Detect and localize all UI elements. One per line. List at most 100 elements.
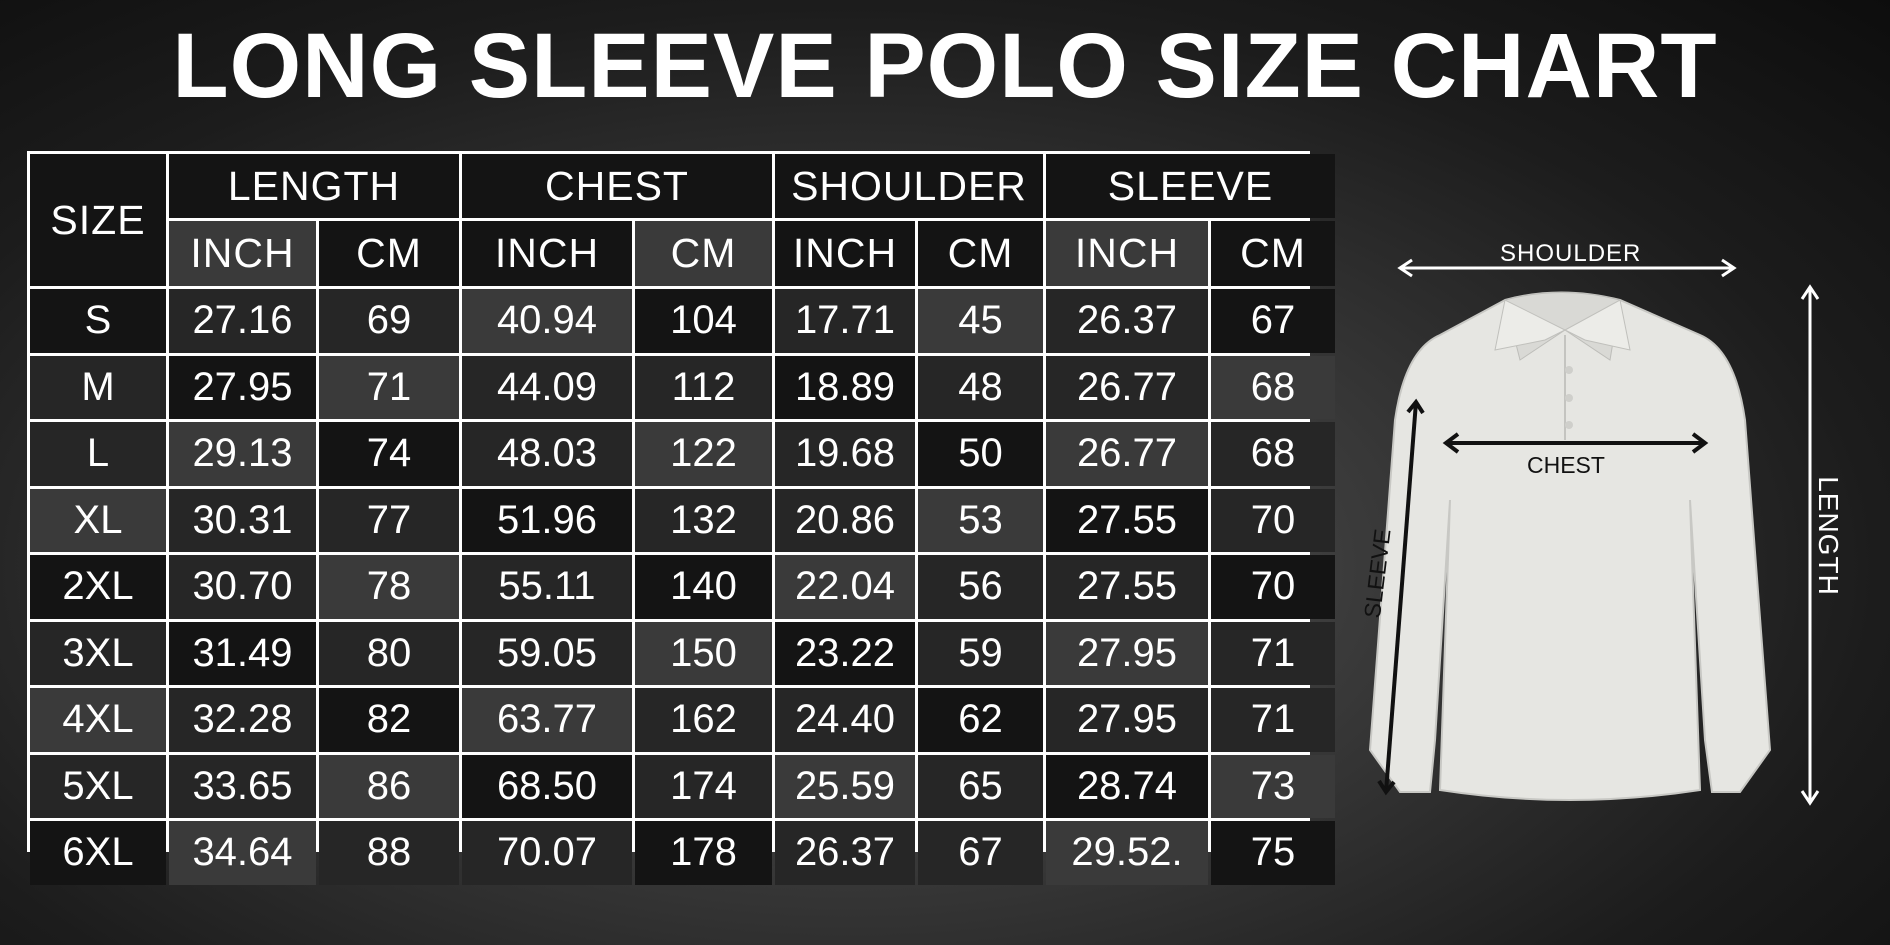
unit-header-inch: INCH bbox=[169, 221, 316, 286]
unit-header-cm: CM bbox=[918, 221, 1043, 286]
table-cell: 122 bbox=[635, 422, 772, 486]
table-cell: 178 bbox=[635, 821, 772, 885]
table-cell: 59 bbox=[918, 621, 1043, 685]
table-cell: 162 bbox=[635, 688, 772, 752]
table-cell: 18.89 bbox=[775, 355, 915, 419]
table-cell: 40.94 bbox=[462, 289, 632, 353]
unit-header-inch: INCH bbox=[462, 221, 632, 286]
table-cell: 26.37 bbox=[775, 821, 915, 885]
table-cell: 104 bbox=[635, 289, 772, 353]
table-cell: 68 bbox=[1211, 355, 1335, 419]
page-title: LONG SLEEVE POLO SIZE CHART bbox=[172, 15, 1718, 117]
table-cell: 27.95 bbox=[169, 355, 316, 419]
table-cell: 29.13 bbox=[169, 422, 316, 486]
table-cell: 17.71 bbox=[775, 289, 915, 353]
table-cell: 55.11 bbox=[462, 555, 632, 619]
chest-label: CHEST bbox=[1527, 452, 1605, 478]
table-cell: 132 bbox=[635, 488, 772, 552]
table-cell: 70.07 bbox=[462, 821, 632, 885]
table-cell: 67 bbox=[1211, 289, 1335, 353]
table-cell: 86 bbox=[319, 754, 459, 818]
shoulder-arrow bbox=[1397, 258, 1737, 278]
table-cell: 75 bbox=[1211, 821, 1335, 885]
table-cell: 71 bbox=[319, 355, 459, 419]
table-cell: 68 bbox=[1211, 422, 1335, 486]
polo-shirt-illustration bbox=[1368, 291, 1772, 801]
table-cell: 82 bbox=[319, 688, 459, 752]
table-cell: 70 bbox=[1211, 555, 1335, 619]
table-cell: 71 bbox=[1211, 621, 1335, 685]
table-cell: 26.37 bbox=[1046, 289, 1208, 353]
table-cell: 67 bbox=[918, 821, 1043, 885]
table-cell: 31.49 bbox=[169, 621, 316, 685]
table-cell: 62 bbox=[918, 688, 1043, 752]
table-cell: 78 bbox=[319, 555, 459, 619]
table-cell: 28.74 bbox=[1046, 754, 1208, 818]
group-header-length: LENGTH bbox=[169, 154, 459, 218]
table-cell: 63.77 bbox=[462, 688, 632, 752]
table-cell: 19.68 bbox=[775, 422, 915, 486]
table-cell: 23.22 bbox=[775, 621, 915, 685]
unit-header-cm: CM bbox=[1211, 221, 1335, 286]
table-cell: 150 bbox=[635, 621, 772, 685]
table-cell: 50 bbox=[918, 422, 1043, 486]
group-header-shoulder: SHOULDER bbox=[775, 154, 1043, 218]
size-label: L bbox=[30, 422, 166, 486]
group-header-chest: CHEST bbox=[462, 154, 772, 218]
size-label: S bbox=[30, 289, 166, 353]
table-cell: 30.70 bbox=[169, 555, 316, 619]
size-chart-table: SIZE LENGTH CHEST SHOULDER SLEEVE INCH CM INCH C… bbox=[27, 151, 1335, 885]
size-label: 3XL bbox=[30, 621, 166, 685]
table-cell: 27.16 bbox=[169, 289, 316, 353]
table-cell: 33.65 bbox=[169, 754, 316, 818]
unit-header-inch: INCH bbox=[775, 221, 915, 286]
table-cell: 51.96 bbox=[462, 488, 632, 552]
table-cell: 27.55 bbox=[1046, 555, 1208, 619]
table-cell: 27.95 bbox=[1046, 621, 1208, 685]
table-cell: 65 bbox=[918, 754, 1043, 818]
table-cell: 77 bbox=[319, 488, 459, 552]
table-cell: 29.52. bbox=[1046, 821, 1208, 885]
table-cell: 44.09 bbox=[462, 355, 632, 419]
table-cell: 26.77 bbox=[1046, 422, 1208, 486]
table-cell: 20.86 bbox=[775, 488, 915, 552]
size-label: 4XL bbox=[30, 688, 166, 752]
size-header: SIZE bbox=[30, 154, 166, 286]
table-cell: 59.05 bbox=[462, 621, 632, 685]
sleeve-arrow bbox=[1377, 398, 1425, 796]
table-cell: 48.03 bbox=[462, 422, 632, 486]
size-label: 6XL bbox=[30, 821, 166, 885]
table-cell: 71 bbox=[1211, 688, 1335, 752]
table-cell: 88 bbox=[319, 821, 459, 885]
length-label: LENGTH bbox=[1812, 476, 1844, 596]
table-cell: 56 bbox=[918, 555, 1043, 619]
table-cell: 68.50 bbox=[462, 754, 632, 818]
table-cell: 24.40 bbox=[775, 688, 915, 752]
polo-shirt-diagram bbox=[1368, 258, 1820, 806]
table-cell: 45 bbox=[918, 289, 1043, 353]
table-cell: 34.64 bbox=[169, 821, 316, 885]
table-cell: 80 bbox=[319, 621, 459, 685]
unit-header-inch: INCH bbox=[1046, 221, 1208, 286]
size-label: XL bbox=[30, 488, 166, 552]
chest-arrow bbox=[1442, 432, 1709, 454]
table-cell: 174 bbox=[635, 754, 772, 818]
table-cell: 22.04 bbox=[775, 555, 915, 619]
table-cell: 74 bbox=[319, 422, 459, 486]
table-cell: 25.59 bbox=[775, 754, 915, 818]
size-label: 2XL bbox=[30, 555, 166, 619]
table-cell: 26.77 bbox=[1046, 355, 1208, 419]
table-cell: 53 bbox=[918, 488, 1043, 552]
size-label: M bbox=[30, 355, 166, 419]
table-cell: 69 bbox=[319, 289, 459, 353]
table-cell: 27.55 bbox=[1046, 488, 1208, 552]
table-cell: 32.28 bbox=[169, 688, 316, 752]
unit-header-cm: CM bbox=[635, 221, 772, 286]
table-cell: 70 bbox=[1211, 488, 1335, 552]
group-header-sleeve: SLEEVE bbox=[1046, 154, 1335, 218]
size-label: 5XL bbox=[30, 754, 166, 818]
table-cell: 140 bbox=[635, 555, 772, 619]
unit-header-cm: CM bbox=[319, 221, 459, 286]
shoulder-label: SHOULDER bbox=[1500, 240, 1642, 267]
table-cell: 73 bbox=[1211, 754, 1335, 818]
